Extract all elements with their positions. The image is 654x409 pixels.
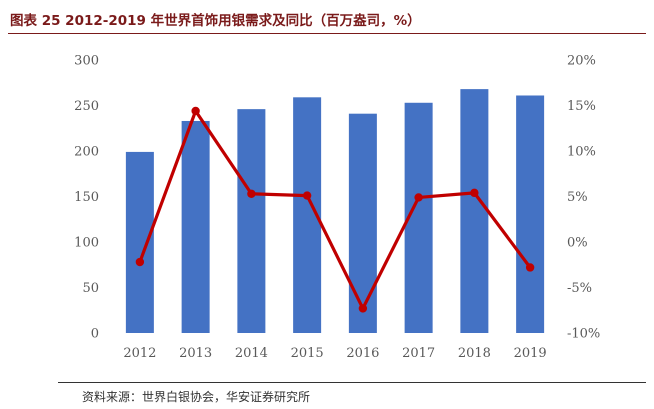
chart-title: 图表 25 2012-2019 年世界首饰用银需求及同比（百万盎司，%） xyxy=(10,13,421,29)
yoy-point-2019 xyxy=(525,263,535,272)
yoy-point-2017 xyxy=(414,193,423,202)
bar-2012 xyxy=(125,151,154,333)
yoy-point-2014 xyxy=(247,189,256,198)
yoy-point-2012 xyxy=(135,257,145,267)
left-axis-ticks: 0 50 100 150 200 250 300 xyxy=(74,54,99,342)
yoy-point-2013 xyxy=(191,106,200,116)
x-tick-label: 2019 xyxy=(514,346,547,361)
yoy-line xyxy=(138,109,532,311)
bar-2018 xyxy=(460,89,489,334)
left-tick-label: 300 xyxy=(74,54,99,69)
right-tick-label: 15% xyxy=(567,99,596,114)
x-tick-label: 2014 xyxy=(235,346,268,361)
x-tick-label: 2013 xyxy=(179,346,212,361)
right-tick-label: -10% xyxy=(567,327,600,342)
left-tick-label: 150 xyxy=(74,190,99,205)
title-divider xyxy=(8,33,646,34)
bar-2019 xyxy=(516,95,545,334)
line-series xyxy=(135,106,535,313)
left-tick-label: 0 xyxy=(91,327,99,342)
yoy-point-2016 xyxy=(358,304,368,313)
x-tick-label: 2012 xyxy=(123,346,156,361)
x-tick-label: 2017 xyxy=(402,346,435,361)
right-axis-ticks: -10% -5% 0% 5% 10% 15% 20% xyxy=(567,54,600,342)
yoy-point-2015 xyxy=(302,191,312,200)
footer-divider xyxy=(58,382,646,383)
left-tick-label: 100 xyxy=(74,236,99,251)
right-tick-label: 0% xyxy=(567,236,588,251)
left-tick-label: 250 xyxy=(74,99,99,114)
source-note: 资料来源：世界白银协会，华安证券研究所 xyxy=(82,390,311,404)
x-axis-ticks: 2012 2013 2014 2015 2016 2017 2018 2019 xyxy=(123,346,546,361)
right-tick-label: -5% xyxy=(567,281,592,296)
right-tick-label: 20% xyxy=(567,54,596,69)
bar-2014 xyxy=(237,109,266,333)
left-tick-label: 200 xyxy=(74,145,99,160)
x-tick-label: 2015 xyxy=(291,346,324,361)
bar-2013 xyxy=(181,120,210,333)
right-tick-label: 5% xyxy=(567,190,588,205)
right-tick-label: 10% xyxy=(567,145,596,160)
x-tick-label: 2018 xyxy=(458,346,491,361)
x-tick-label: 2016 xyxy=(346,346,379,361)
yoy-point-2018 xyxy=(470,188,479,198)
bar-2016 xyxy=(348,113,377,333)
left-tick-label: 50 xyxy=(82,281,99,296)
